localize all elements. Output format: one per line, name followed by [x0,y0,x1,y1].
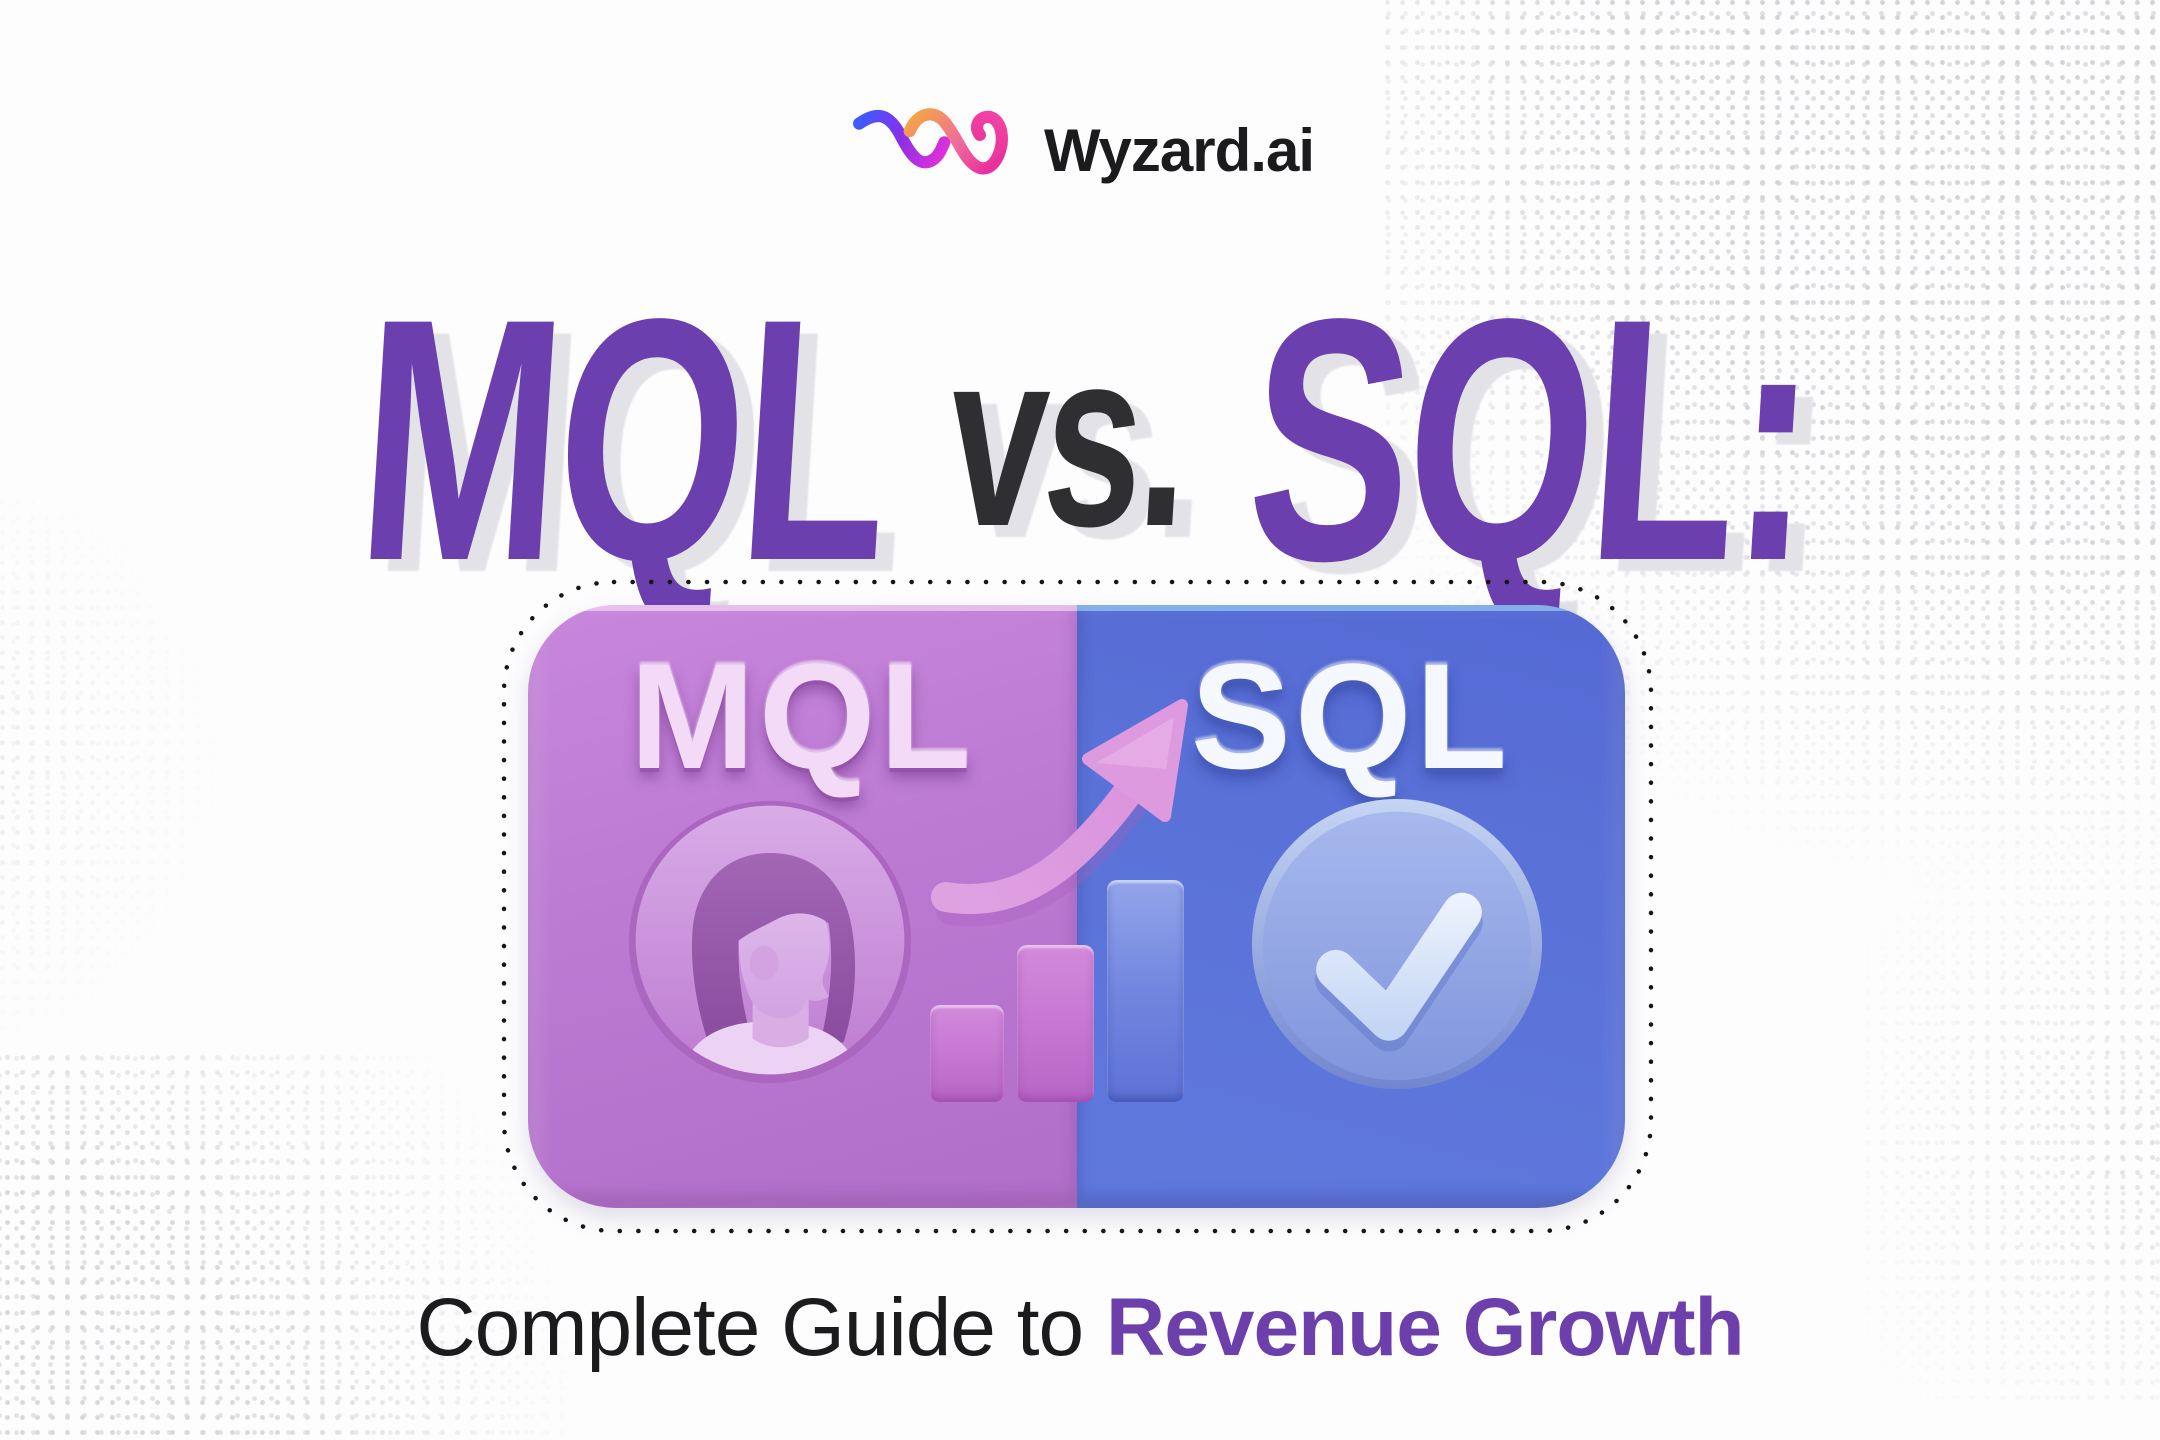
card-left-label: MQL [629,632,976,800]
bar-tall [1107,880,1184,1102]
subtitle-prefix: Complete Guide to [416,1282,1084,1373]
brand-logo: Wyzard.ai [0,100,2160,196]
halftone-pattern-left [0,480,240,1040]
title-word-sql: SQL: [1239,248,1823,633]
wyzard-logo-icon [853,108,1008,175]
woman-avatar-icon [628,800,912,1084]
brand-name: Wyzard.ai [1044,117,1315,184]
growth-arrow-icon [931,699,1188,927]
bar-small [930,1005,1004,1102]
subtitle: Complete Guide to Revenue Growth [0,1282,2160,1373]
title-word-vs: vs. [941,298,1196,579]
bar-chart-icon [930,878,1192,1102]
page-title: MQL vs. SQL: [320,248,1853,633]
title-word-mql: MQL [349,248,898,633]
bar-medium [1017,945,1094,1102]
subtitle-highlight: Revenue Growth [1106,1282,1745,1373]
checkmark-badge-icon [1251,798,1543,1090]
card-right-label: SQL [1190,632,1512,800]
dotted-border-frame [501,579,1654,1234]
